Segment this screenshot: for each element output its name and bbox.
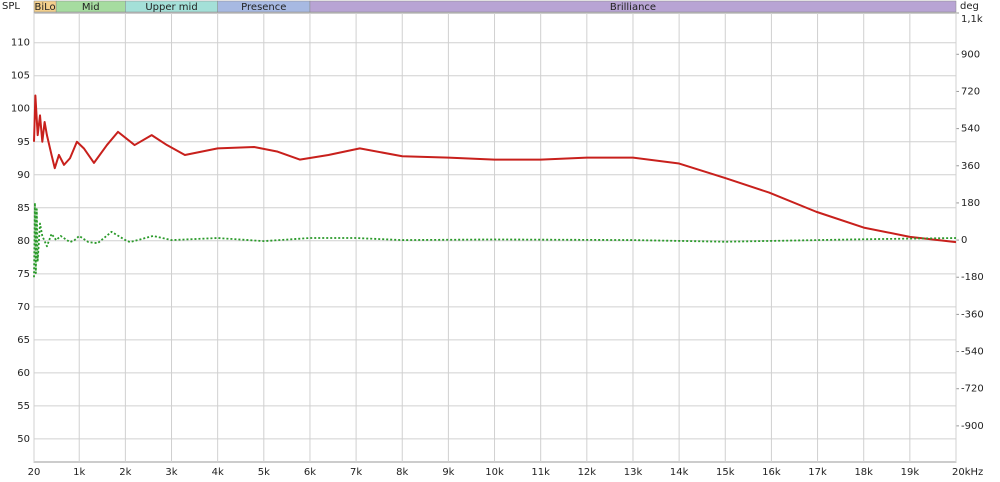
- y2-tick-label: 900: [961, 49, 980, 60]
- y2-tick-label: 180: [961, 198, 980, 209]
- x-tick-label: 9k: [442, 467, 454, 478]
- series-line: [33, 94, 957, 244]
- y2-tick-label: -540: [961, 347, 984, 358]
- y2-tick-label: 720: [961, 86, 980, 97]
- y-tick-label: 80: [17, 236, 30, 247]
- x-tick-label: 14k: [670, 467, 689, 478]
- y-tick-label: 110: [11, 38, 30, 49]
- y-tick-label: 105: [11, 71, 30, 82]
- band-label: Presence: [241, 2, 286, 13]
- y2-tick-label: -900: [961, 421, 984, 432]
- y2-tick-label: -180: [961, 272, 984, 283]
- y2-tick-label: 540: [961, 124, 980, 135]
- x-tick-label: 19k: [901, 467, 920, 478]
- x-tick-label: 10k: [485, 467, 504, 478]
- y2-tick-label: -360: [961, 309, 984, 320]
- y-tick-label: 75: [17, 269, 30, 280]
- x-tick-label: 4k: [212, 467, 224, 478]
- x-tick-label: 7k: [350, 467, 362, 478]
- y-tick-label: 55: [17, 401, 30, 412]
- y2-tick-label: 1,1k: [961, 14, 983, 25]
- x-tick-label: 2k: [119, 467, 131, 478]
- x-tick-label: 8k: [396, 467, 408, 478]
- y2-tick-label: 0: [961, 235, 967, 246]
- x-tick-label: 1k: [73, 467, 85, 478]
- series-line: [33, 202, 957, 278]
- x-tick-label: 16k: [762, 467, 781, 478]
- x-tick-label: 15k: [716, 467, 735, 478]
- y-tick-label: 100: [11, 104, 30, 115]
- x-tick-label: 11k: [531, 467, 550, 478]
- y-axis-label: SPL: [2, 1, 20, 12]
- x-tick-label: 20kHz: [952, 467, 983, 478]
- x-tick-label: 17k: [808, 467, 827, 478]
- y-tick-label: 60: [17, 368, 30, 379]
- x-tick-label: 20: [28, 467, 41, 478]
- y-tick-label: 50: [17, 434, 30, 445]
- x-tick-label: 3k: [165, 467, 177, 478]
- y-tick-label: 90: [17, 170, 30, 181]
- band-label: BiLo: [34, 2, 55, 13]
- y2-axis-label: deg: [960, 1, 979, 12]
- x-tick-label: 18k: [854, 467, 873, 478]
- x-tick-label: 13k: [624, 467, 643, 478]
- y-tick-label: 65: [17, 335, 30, 346]
- y-tick-label: 85: [17, 203, 30, 214]
- y-tick-label: 95: [17, 137, 30, 148]
- x-tick-label: 5k: [258, 467, 270, 478]
- band-label: Brilliance: [610, 2, 656, 13]
- x-tick-label: 12k: [578, 467, 597, 478]
- y2-tick-label: 360: [961, 161, 980, 172]
- x-tick-label: 6k: [304, 467, 316, 478]
- band-label: Mid: [82, 2, 100, 13]
- y2-tick-label: -720: [961, 384, 984, 395]
- band: [309, 0, 957, 13]
- y-tick-label: 70: [17, 302, 30, 313]
- band-label: Upper mid: [145, 2, 197, 13]
